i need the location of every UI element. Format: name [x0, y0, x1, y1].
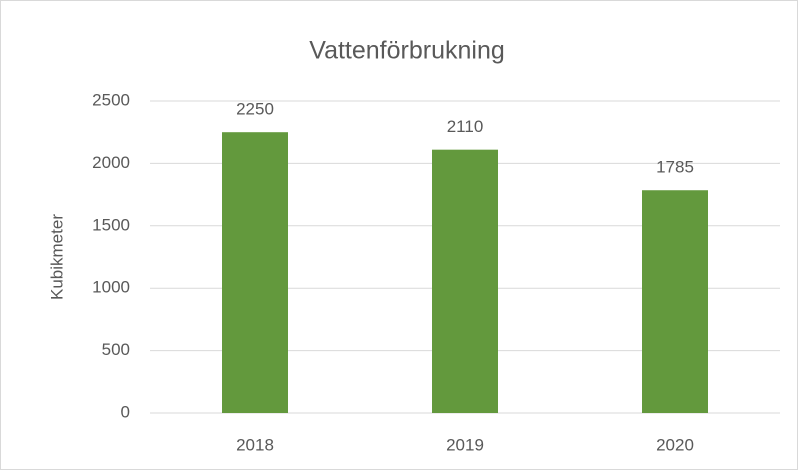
y-tick-label: 1000 — [92, 278, 130, 297]
y-tick-label: 1500 — [92, 215, 130, 234]
x-tick-label: 2018 — [236, 435, 274, 454]
y-tick-label: 2000 — [92, 153, 130, 172]
bar — [222, 132, 288, 413]
x-tick-label: 2020 — [656, 435, 694, 454]
bar — [642, 190, 708, 413]
x-tick-label: 2019 — [446, 435, 484, 454]
chart-title: Vattenförbrukning — [309, 37, 505, 65]
y-tick-label: 500 — [102, 340, 130, 359]
y-axis-label: Kubikmeter — [47, 214, 66, 300]
y-tick-label: 2500 — [92, 90, 130, 109]
bar — [432, 149, 498, 413]
data-label: 2250 — [236, 100, 274, 119]
y-tick-label: 0 — [121, 402, 130, 421]
data-label: 1785 — [656, 158, 694, 177]
data-label: 2110 — [447, 117, 484, 136]
